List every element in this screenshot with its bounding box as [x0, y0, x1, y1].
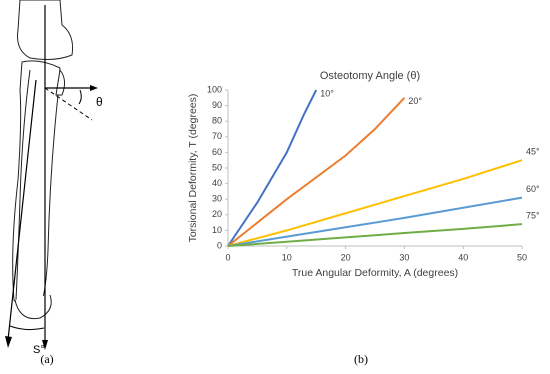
x-tick-label: 0 [225, 252, 230, 262]
y-tick-label: 50 [212, 162, 222, 172]
x-tick-label: 30 [399, 252, 409, 262]
y-tick-label: 90 [212, 100, 222, 110]
caption: (a) [40, 352, 53, 366]
series-label: 20° [408, 96, 422, 106]
y-axis-label: Torsional Deformity, T (degrees) [187, 94, 199, 243]
x-tick-label: 40 [458, 252, 468, 262]
series-line [227, 89, 318, 247]
y-tick-label: 20 [212, 209, 222, 219]
y-tick-label: 10 [212, 225, 222, 235]
arc-label: S° [33, 344, 45, 356]
series-label: 60° [526, 184, 540, 194]
y-tick-label: 0 [217, 240, 222, 250]
y-tick-label: 60 [212, 147, 222, 157]
leg-drawing: θ S° [5, 0, 103, 356]
series-line [227, 159, 523, 247]
series-label: 45° [526, 147, 540, 157]
x-tick-label: 20 [341, 252, 351, 262]
series-line [227, 196, 523, 247]
y-tick-label: 40 [212, 178, 222, 188]
y-tick-label: 80 [212, 116, 222, 126]
x-tick-label: 10 [282, 252, 292, 262]
y-tick-label: 70 [212, 131, 222, 141]
caption: (b) [354, 352, 368, 366]
series-line [227, 223, 523, 247]
chart-title: Osteotomy Angle (θ) [320, 70, 420, 82]
x-axis-label: True Angular Deformity, A (degrees) [292, 267, 458, 279]
series-label: 75° [526, 211, 540, 221]
y-tick-label: 100 [207, 84, 222, 94]
series-label: 10° [320, 88, 334, 98]
x-tick-label: 50 [517, 252, 527, 262]
angle-label: θ [96, 95, 103, 109]
series-line [227, 97, 406, 247]
y-tick-label: 30 [212, 194, 222, 204]
